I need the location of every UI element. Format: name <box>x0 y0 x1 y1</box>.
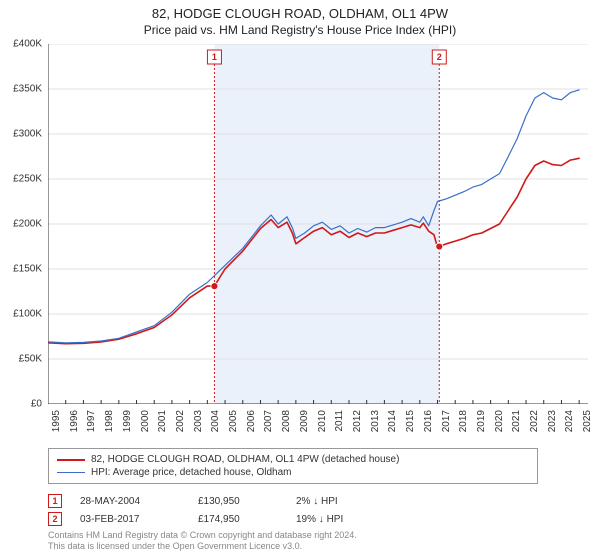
y-axis-tick-label: £400K <box>13 39 42 50</box>
x-axis-tick-label: 1997 <box>86 410 97 432</box>
legend-row-property: 82, HODGE CLOUGH ROAD, OLDHAM, OL1 4PW (… <box>57 453 529 466</box>
x-axis-tick-label: 2002 <box>175 410 186 432</box>
x-axis-tick-label: 2024 <box>564 410 575 432</box>
x-axis-tick-label: 2017 <box>441 410 452 432</box>
x-axis-tick-label: 2011 <box>334 410 345 432</box>
sale-row: 2 03-FEB-2017 £174,950 19% ↓ HPI <box>48 510 588 528</box>
legend-swatch-hpi <box>57 472 85 473</box>
x-axis-tick-label: 2015 <box>405 410 416 432</box>
sale-date: 03-FEB-2017 <box>80 514 180 525</box>
legend-swatch-property <box>57 459 85 461</box>
x-axis-tick-label: 2000 <box>140 410 151 432</box>
y-axis-tick-label: £100K <box>13 309 42 320</box>
sale-marker-icon: 1 <box>48 494 62 508</box>
sale-diff: 19% ↓ HPI <box>296 514 366 525</box>
y-axis-tick-label: £150K <box>13 264 42 275</box>
y-axis-tick-label: £350K <box>13 84 42 95</box>
x-axis-tick-label: 2007 <box>263 410 274 432</box>
x-axis-tick-label: 2018 <box>458 410 469 432</box>
svg-text:2: 2 <box>437 52 442 62</box>
x-axis-tick-label: 2003 <box>193 410 204 432</box>
x-axis-tick-label: 2009 <box>299 410 310 432</box>
sale-diff: 2% ↓ HPI <box>296 496 366 507</box>
x-axis-tick-label: 2010 <box>317 410 328 432</box>
x-axis-tick-label: 2022 <box>529 410 540 432</box>
x-axis-tick-label: 2014 <box>387 410 398 432</box>
footer-line1: Contains HM Land Registry data © Crown c… <box>48 530 588 541</box>
x-axis-tick-label: 1996 <box>69 410 80 432</box>
legend-label-hpi: HPI: Average price, detached house, Oldh… <box>91 467 292 478</box>
x-axis-tick-label: 2025 <box>582 410 593 432</box>
x-axis-tick-label: 2019 <box>476 410 487 432</box>
chart-title-block: 82, HODGE CLOUGH ROAD, OLDHAM, OL1 4PW P… <box>0 0 600 41</box>
x-axis-tick-label: 2005 <box>228 410 239 432</box>
svg-text:1: 1 <box>212 52 217 62</box>
x-axis-tick-label: 2006 <box>246 410 257 432</box>
x-axis-tick-label: 2001 <box>157 410 168 432</box>
sale-date: 28-MAY-2004 <box>80 496 180 507</box>
sale-price: £174,950 <box>198 514 278 525</box>
y-axis-tick-label: £250K <box>13 174 42 185</box>
price-chart: 12 <box>48 44 588 404</box>
x-axis-tick-label: 1998 <box>104 410 115 432</box>
x-axis-tick-label: 2008 <box>281 410 292 432</box>
sales-table: 1 28-MAY-2004 £130,950 2% ↓ HPI 2 03-FEB… <box>48 492 588 528</box>
x-axis-tick-label: 2013 <box>370 410 381 432</box>
legend-row-hpi: HPI: Average price, detached house, Oldh… <box>57 466 529 479</box>
legend-label-property: 82, HODGE CLOUGH ROAD, OLDHAM, OL1 4PW (… <box>91 454 399 465</box>
x-axis-tick-label: 2023 <box>547 410 558 432</box>
x-axis-tick-label: 1999 <box>122 410 133 432</box>
x-axis-tick-label: 2021 <box>511 410 522 432</box>
y-axis-tick-label: £0 <box>31 399 42 410</box>
x-axis-tick-label: 2020 <box>494 410 505 432</box>
x-axis-labels: 1995 1996 1997 1998 1999 2000 2001 2002 2003 2004… <box>48 406 588 442</box>
sale-row: 1 28-MAY-2004 £130,950 2% ↓ HPI <box>48 492 588 510</box>
x-axis-tick-label: 2016 <box>423 410 434 432</box>
x-axis-tick-label: 1995 <box>51 410 62 432</box>
y-axis-tick-label: £50K <box>19 354 42 365</box>
x-axis-tick-label: 2012 <box>352 410 363 432</box>
chart-title-address: 82, HODGE CLOUGH ROAD, OLDHAM, OL1 4PW <box>0 6 600 21</box>
sale-marker-icon: 2 <box>48 512 62 526</box>
footer-attribution: Contains HM Land Registry data © Crown c… <box>48 530 588 553</box>
sale-price: £130,950 <box>198 496 278 507</box>
legend-box: 82, HODGE CLOUGH ROAD, OLDHAM, OL1 4PW (… <box>48 448 538 484</box>
chart-title-subtitle: Price paid vs. HM Land Registry's House … <box>0 23 600 37</box>
y-axis-tick-label: £300K <box>13 129 42 140</box>
x-axis-tick-label: 2004 <box>210 410 221 432</box>
y-axis-labels: £0£50K£100K£150K£200K£250K£300K£350K£400… <box>0 44 46 404</box>
y-axis-tick-label: £200K <box>13 219 42 230</box>
footer-line2: This data is licensed under the Open Gov… <box>48 541 588 552</box>
